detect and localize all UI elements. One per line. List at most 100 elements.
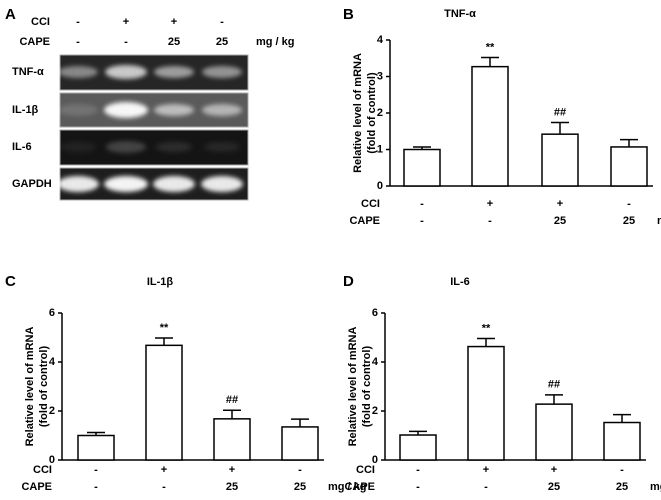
y-axis-label: (fold of control)	[366, 72, 378, 154]
band	[154, 66, 194, 78]
significance: ##	[226, 394, 238, 406]
panel-letter: D	[343, 273, 354, 290]
condition-value: +	[123, 16, 129, 28]
y-axis-label: Relative level of mRNA	[24, 327, 36, 447]
condition-name: CAPE	[349, 215, 380, 227]
condition-name: CCI	[33, 464, 52, 476]
condition-value: -	[124, 36, 128, 48]
condition-name: CCI	[31, 16, 50, 28]
condition-value: -	[94, 481, 98, 493]
condition-value: -	[420, 215, 424, 227]
panel-letter: A	[5, 6, 16, 23]
y-tick-label: 4	[372, 356, 379, 368]
band	[202, 66, 242, 78]
y-tick-label: 1	[377, 143, 383, 155]
band	[57, 176, 99, 192]
bar	[541, 133, 579, 187]
bar	[467, 345, 505, 461]
y-axis-label: (fold of control)	[361, 346, 373, 428]
condition-value: -	[627, 198, 631, 210]
y-axis-label: (fold of control)	[38, 346, 50, 428]
band	[58, 104, 98, 116]
band	[202, 104, 242, 116]
condition-value: +	[171, 16, 177, 28]
gel-row-label: TNF-α	[12, 66, 44, 78]
y-tick-label: 0	[372, 454, 378, 466]
bar	[610, 146, 648, 187]
significance: **	[482, 322, 491, 334]
condition-name: CAPE	[19, 36, 50, 48]
band	[104, 176, 148, 192]
condition-value: 25	[616, 481, 628, 493]
unit: mg / kg	[256, 36, 295, 48]
y-tick-label: 6	[372, 307, 378, 319]
condition-value: 25	[554, 215, 566, 227]
y-tick-label: 0	[49, 454, 55, 466]
y-tick-label: 4	[377, 34, 384, 46]
y-tick-label: 6	[49, 307, 55, 319]
condition-value: +	[229, 464, 235, 476]
band	[204, 142, 240, 152]
condition-value: 25	[226, 481, 238, 493]
condition-value: -	[484, 481, 488, 493]
condition-value: 25	[294, 481, 306, 493]
condition-value: +	[487, 198, 493, 210]
condition-value: +	[483, 464, 489, 476]
significance: **	[486, 41, 495, 53]
bar	[603, 421, 641, 461]
condition-value: -	[420, 198, 424, 210]
condition-value: -	[488, 215, 492, 227]
band	[154, 104, 194, 116]
band	[60, 142, 96, 152]
condition-value: +	[551, 464, 557, 476]
band	[105, 65, 147, 79]
band	[106, 141, 146, 153]
y-tick-label: 3	[377, 70, 383, 82]
bar	[213, 418, 251, 461]
y-tick-label: 2	[49, 405, 55, 417]
condition-value: -	[220, 16, 224, 28]
bar	[535, 403, 573, 461]
unit: mg / kg	[657, 215, 661, 227]
condition-name: CCI	[356, 464, 375, 476]
chart-title: TNF-α	[444, 8, 476, 20]
condition-name: CAPE	[21, 481, 52, 493]
condition-value: -	[76, 36, 80, 48]
unit: mg / kg	[328, 481, 367, 493]
y-axis-label: Relative level of mRNA	[347, 327, 359, 447]
gel-row-label: GAPDH	[12, 178, 52, 190]
bar	[471, 65, 509, 187]
band	[156, 142, 192, 152]
gel-row-label: IL-1β	[12, 104, 39, 116]
band	[201, 176, 243, 192]
condition-value: +	[557, 198, 563, 210]
chart-title: IL-6	[450, 276, 470, 288]
condition-value: +	[161, 464, 167, 476]
bar	[403, 148, 441, 187]
y-tick-label: 2	[372, 405, 378, 417]
gel-bands	[57, 65, 243, 192]
significance: **	[160, 322, 169, 334]
bar	[77, 434, 115, 461]
condition-name: CAPE	[344, 481, 375, 493]
significance: ##	[548, 379, 560, 391]
y-tick-label: 0	[377, 180, 383, 192]
significance: ##	[554, 106, 566, 118]
y-axis-label: Relative level of mRNA	[352, 53, 364, 173]
condition-value: -	[76, 16, 80, 28]
condition-value: -	[620, 464, 624, 476]
unit: mg / kg	[650, 481, 661, 493]
condition-value: 25	[168, 36, 180, 48]
panel-letter: C	[5, 273, 16, 290]
y-tick-label: 4	[49, 356, 56, 368]
condition-value: 25	[623, 215, 635, 227]
bar	[399, 434, 437, 461]
band	[153, 176, 195, 192]
condition-name: CCI	[361, 198, 380, 210]
condition-value: -	[162, 481, 166, 493]
panel-letter: B	[343, 6, 354, 23]
condition-value: 25	[548, 481, 560, 493]
condition-value: -	[298, 464, 302, 476]
bar	[281, 426, 319, 461]
